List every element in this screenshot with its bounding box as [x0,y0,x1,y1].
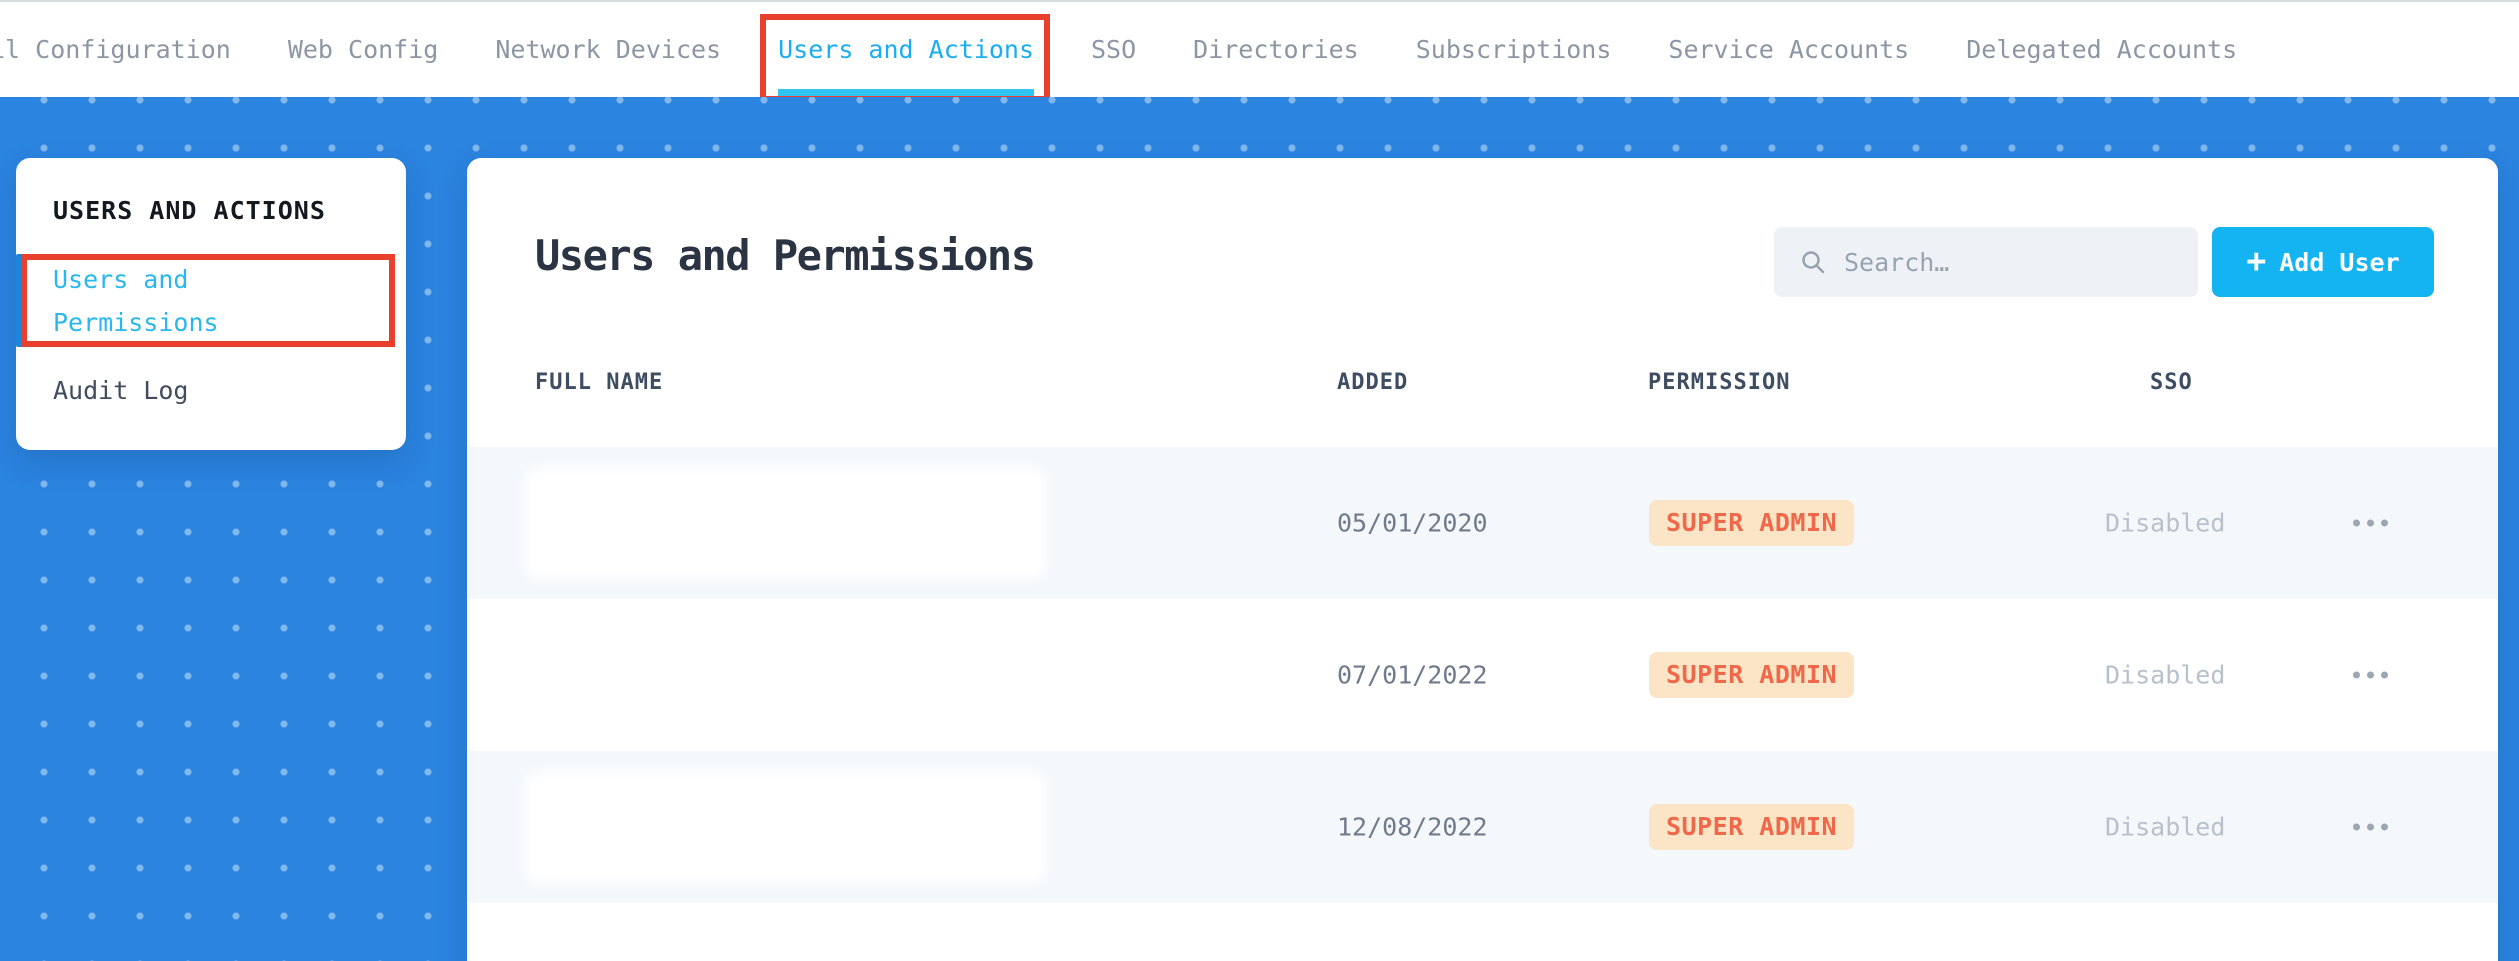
added-date: 12/08/2022 [1337,812,1488,842]
nav-tab-label: Subscriptions [1415,35,1612,64]
nav-tab-web-config[interactable]: Web Config [288,35,439,64]
nav-tab-network-devices[interactable]: Network Devices [495,35,721,64]
table-row: 07/01/2022 SUPER ADMIN Disabled [467,599,2498,751]
sidebar-title: USERS AND ACTIONS [53,196,326,225]
search-input[interactable] [1842,246,2178,278]
nav-tab-label: Users and Actions [778,35,1034,64]
sidebar-item-label: Audit Log [53,376,189,405]
permission-badge: SUPER ADMIN [1649,500,1855,546]
nav-tab-subscriptions[interactable]: Subscriptions [1416,35,1612,64]
nav-tab-label: SSO [1091,35,1137,64]
row-menu-button[interactable] [2351,666,2390,685]
nav-tab-label: Delegated Accounts [1966,35,2238,64]
table-row: 05/01/2020 SUPER ADMIN Disabled [467,447,2498,599]
nav-tab-label: Network Devices [495,35,722,64]
users-permissions-panel: Users and Permissions + Add User FULL NA… [467,158,2498,961]
nav-tab-label: Web Config [287,35,439,64]
sso-status: Disabled [2105,660,2226,690]
selected-indicator-bar [16,254,24,347]
nav-tab-sso[interactable]: SSO [1091,35,1136,64]
permission-badge: SUPER ADMIN [1649,804,1855,850]
row-menu-button[interactable] [2351,514,2390,533]
table-row-partial [467,903,2498,961]
table-body: 05/01/2020 SUPER ADMIN Disabled 07/01/20… [467,447,2498,961]
nav-tab-label: Service Accounts [1668,35,1910,64]
search-box [1774,227,2198,297]
sidebar-item-audit-log[interactable]: Audit Log [53,377,188,405]
column-header-permission: PERMISSION [1648,370,1791,395]
sso-status: Disabled [2105,508,2226,538]
redacted-full-name [530,777,1041,877]
redacted-full-name [530,473,1041,573]
nav-tab-users-and-actions[interactable]: Users and Actions [760,13,1050,102]
add-user-button[interactable]: + Add User [2212,227,2434,297]
sso-status: Disabled [2105,812,2226,842]
column-header-full-name: FULL NAME [535,370,664,395]
nav-tab-label: il Configuration [0,35,231,64]
redacted-full-name [530,625,1041,725]
nav-tab-delegated-accounts[interactable]: Delegated Accounts [1966,35,2237,64]
added-date: 07/01/2022 [1337,660,1488,690]
nav-tab-configuration[interactable]: il Configuration [0,35,231,64]
sidebar-item-label: Users and Permissions [53,265,219,337]
nav-tab-directories[interactable]: Directories [1193,35,1359,64]
table-row: 12/08/2022 SUPER ADMIN Disabled [467,751,2498,903]
nav-tab-label: Directories [1193,35,1359,64]
nav-tab-service-accounts[interactable]: Service Accounts [1668,35,1909,64]
page-title: Users and Permissions [535,231,1036,280]
permission-badge: SUPER ADMIN [1649,652,1855,698]
content-area: USERS AND ACTIONS Users and Permissions … [0,97,2519,961]
add-user-label: Add User [2279,247,2400,277]
active-tab-underline [778,88,1034,97]
plus-icon: + [2246,240,2267,280]
row-menu-button[interactable] [2351,818,2390,837]
sidebar: USERS AND ACTIONS Users and Permissions … [16,158,406,450]
column-header-sso: SSO [2150,370,2193,395]
search-icon [1802,251,1825,274]
added-date: 05/01/2020 [1337,508,1488,538]
sidebar-item-users-permissions[interactable]: Users and Permissions [53,258,283,344]
column-header-added: ADDED [1337,370,1409,395]
top-nav: il Configuration Web Config Network Devi… [0,0,2519,102]
